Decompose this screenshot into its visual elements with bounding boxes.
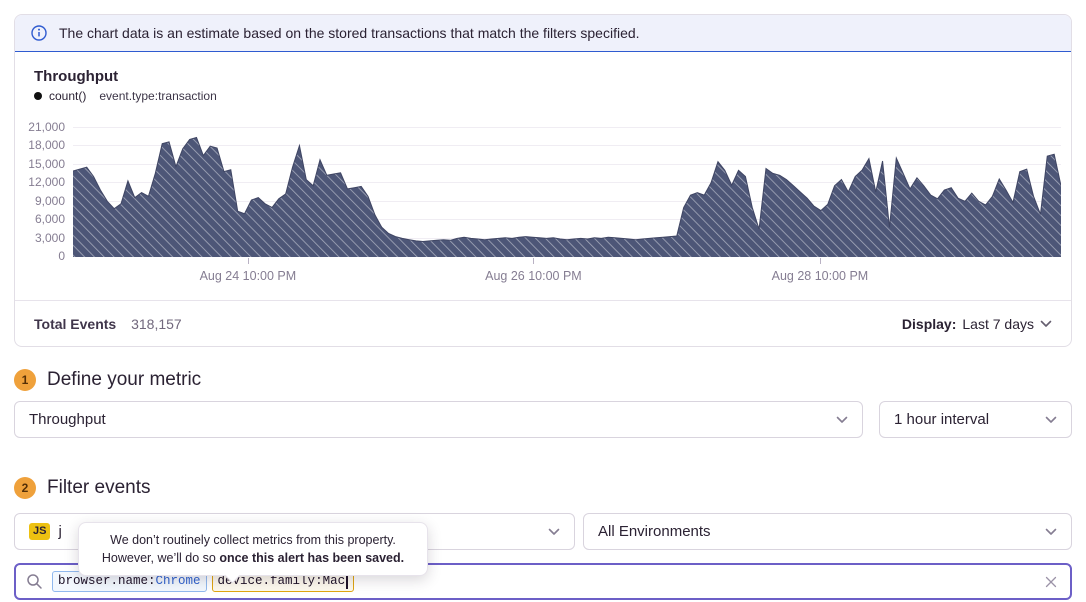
step-1-badge: 1 <box>14 369 36 391</box>
throughput-chart: 0 3,000 6,000 9,000 12,000 15,000 18,000 21,000… <box>15 120 1071 300</box>
gridline <box>73 127 1061 128</box>
section-title-define-metric: Define your metric <box>47 369 202 390</box>
chevron-down-icon <box>548 528 560 535</box>
info-banner: The chart data is an estimate based on t… <box>15 15 1071 52</box>
display-value: Last 7 days <box>962 315 1034 332</box>
legend-filter-label: event.type:transaction <box>99 89 217 103</box>
y-axis-tick-label: 3,000 <box>34 231 65 245</box>
interval-select-value: 1 hour interval <box>894 411 990 428</box>
chevron-down-icon <box>1045 416 1057 423</box>
search-icon <box>27 574 42 589</box>
x-axis-tick-label: Aug 26 10:00 PM <box>485 269 582 283</box>
chart-panel: The chart data is an estimate based on t… <box>14 14 1072 347</box>
y-axis-tick-label: 18,000 <box>28 138 65 152</box>
chart-title: Throughput <box>34 68 119 85</box>
display-label: Display: <box>901 315 957 332</box>
banner-text: The chart data is an estimate based on t… <box>59 25 640 41</box>
tooltip-line2-bold: once this alert has been saved. <box>219 551 405 566</box>
metric-warning-tooltip: We don’t routinely collect metrics from … <box>78 522 428 584</box>
section-title-filter-events: Filter events <box>47 477 151 498</box>
chevron-down-icon <box>1040 320 1052 327</box>
total-events: Total Events 318,157 <box>34 316 182 332</box>
series-dot <box>34 92 42 100</box>
y-axis-tick-label: 6,000 <box>34 212 65 226</box>
search-token-strip[interactable]: browser.name: Chrome device.family: Mac <box>52 570 1044 593</box>
tooltip-line1: We don’t routinely collect metrics from … <box>110 533 396 547</box>
search-token-browser-name[interactable]: browser.name: Chrome <box>52 570 207 593</box>
x-axis-tick <box>247 258 249 264</box>
gridline <box>73 238 1061 239</box>
x-axis-tick <box>533 258 535 264</box>
x-axis-tick <box>819 258 821 264</box>
project-select-value: j <box>58 523 62 540</box>
chevron-down-icon <box>836 416 848 423</box>
info-icon <box>31 25 47 41</box>
interval-select[interactable]: 1 hour interval <box>879 401 1072 438</box>
metric-select[interactable]: Throughput <box>14 401 863 438</box>
y-axis-tick-label: 0 <box>58 249 65 263</box>
total-events-value: 318,157 <box>131 315 182 332</box>
x-axis-tick-label: Aug 28 10:00 PM <box>771 269 869 283</box>
javascript-platform-icon: JS <box>29 523 51 540</box>
y-axis-tick-label: 12,000 <box>28 175 65 189</box>
gridline <box>73 164 1061 165</box>
metric-select-value: Throughput <box>29 411 106 428</box>
tooltip-line2: However, we’ll do so <box>101 551 220 566</box>
environment-select-value: All Environments <box>598 523 711 540</box>
gridline <box>73 201 1061 202</box>
chart-plot-area <box>73 127 1061 257</box>
close-icon[interactable] <box>1044 575 1058 589</box>
x-axis-tick-label: Aug 24 10:00 PM <box>199 269 297 283</box>
gridline <box>73 182 1061 183</box>
gridline <box>73 145 1061 146</box>
display-range-dropdown[interactable]: Display: Last 7 days <box>902 316 1052 332</box>
legend-series-label: count() <box>49 89 87 103</box>
area-series <box>73 127 1061 257</box>
gridline <box>73 219 1061 220</box>
environment-select[interactable]: All Environments <box>583 513 1072 550</box>
y-axis-tick-label: 21,000 <box>28 120 65 134</box>
search-token-device-family[interactable]: device.family: Mac <box>211 570 354 593</box>
total-events-label: Total Events <box>34 315 117 332</box>
chart-legend: count() event.type:transaction <box>34 89 1052 103</box>
chevron-down-icon <box>1045 528 1057 535</box>
step-2-badge: 2 <box>14 477 36 499</box>
y-axis-tick-label: 15,000 <box>28 157 65 171</box>
y-axis-tick-label: 9,000 <box>34 194 65 208</box>
text-caret <box>346 574 348 589</box>
